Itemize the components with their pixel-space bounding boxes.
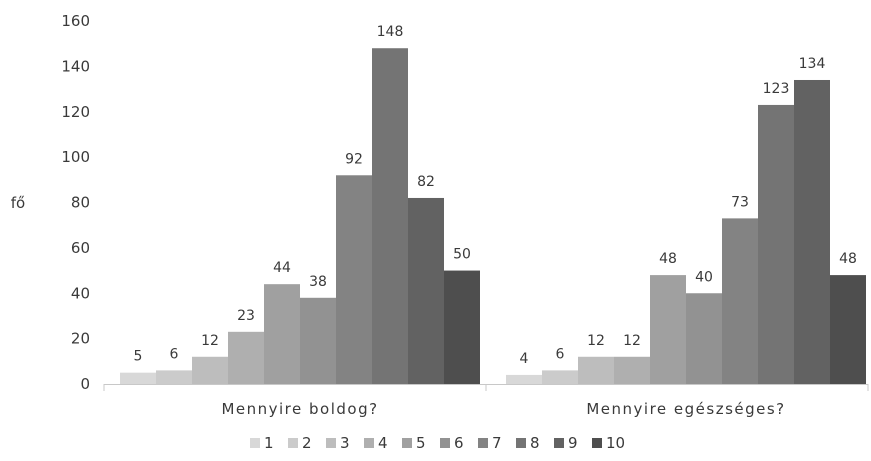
y-tick-label: 40 [71,284,90,302]
legend-swatch [326,438,336,448]
bar-value-label: 6 [170,346,179,362]
y-axis-label: fő [11,194,25,212]
bar [228,331,264,384]
legend-label: 3 [340,434,350,452]
legend-swatch [440,438,450,448]
bar [336,175,372,384]
legend: 1 2 3 4 5 6 7 8 9 10 [250,434,625,452]
legend-swatch [516,438,526,448]
bar-value-label: 50 [453,247,471,263]
legend-swatch [554,438,564,448]
y-tick-label: 160 [61,12,90,30]
bar-value-label: 44 [273,260,291,276]
legend-label: 1 [264,434,274,452]
bar-value-label: 23 [237,308,255,324]
bar [444,270,480,384]
legend-label: 6 [454,434,464,452]
y-tick-label: 140 [61,57,90,75]
bar [614,356,650,384]
bar [650,275,686,384]
bar-value-label: 82 [417,174,435,190]
bar-value-label: 12 [201,333,219,349]
legend-label: 4 [378,434,388,452]
bar-value-label: 48 [659,251,677,267]
legend-label: 7 [492,434,502,452]
bar-value-label: 5 [134,349,143,365]
legend-swatch [478,438,488,448]
y-tick-label: 80 [71,194,90,212]
bar-value-label: 92 [345,151,363,167]
legend-label: 10 [606,434,625,452]
legend-swatch [364,438,374,448]
legend-swatch [288,438,298,448]
bar [120,372,156,384]
y-tick-label: 0 [80,375,90,393]
x-category-label: Mennyire egészséges? [586,400,785,418]
bar [686,293,722,384]
bar-value-label: 40 [695,269,713,285]
bar-value-label: 4 [520,351,529,367]
x-category-label: Mennyire boldog? [221,400,378,418]
bar-value-label: 48 [839,251,857,267]
bar-value-label: 12 [623,333,641,349]
bar [300,297,336,384]
legend-swatch [250,438,260,448]
legend-label: 5 [416,434,426,452]
y-axis: 0 20 40 60 80 100 120 140 160 fő [11,12,90,393]
data-labels: 5 6 12 23 44 38 92 148 82 50 4 6 12 12 48 40 73 123 134 48 [134,24,857,367]
y-tick-label: 100 [61,148,90,166]
y-tick-label: 120 [61,103,90,121]
bars [120,48,866,385]
legend-label: 2 [302,434,312,452]
legend-label: 9 [568,434,578,452]
bar-value-label: 123 [763,81,790,97]
legend-label: 8 [530,434,540,452]
bar [372,48,408,384]
bar [506,374,542,384]
bar [794,79,830,385]
bar [192,356,228,384]
y-tick-label: 60 [71,239,90,257]
bar [264,284,300,384]
bar-value-label: 148 [377,24,404,40]
bar-value-label: 134 [799,56,826,72]
bar [830,275,866,384]
legend-swatch [592,438,602,448]
bar [578,356,614,384]
bar-value-label: 12 [587,333,605,349]
bar-value-label: 73 [731,194,749,210]
bar [542,370,578,384]
bar [408,197,444,384]
bar [156,370,192,384]
y-tick-label: 20 [71,330,90,348]
x-axis: Mennyire boldog? Mennyire egészséges? [103,384,869,418]
bar [758,104,794,384]
bar-value-label: 38 [309,274,327,290]
legend-swatch [402,438,412,448]
bar [722,218,758,384]
bar-value-label: 6 [556,346,565,362]
